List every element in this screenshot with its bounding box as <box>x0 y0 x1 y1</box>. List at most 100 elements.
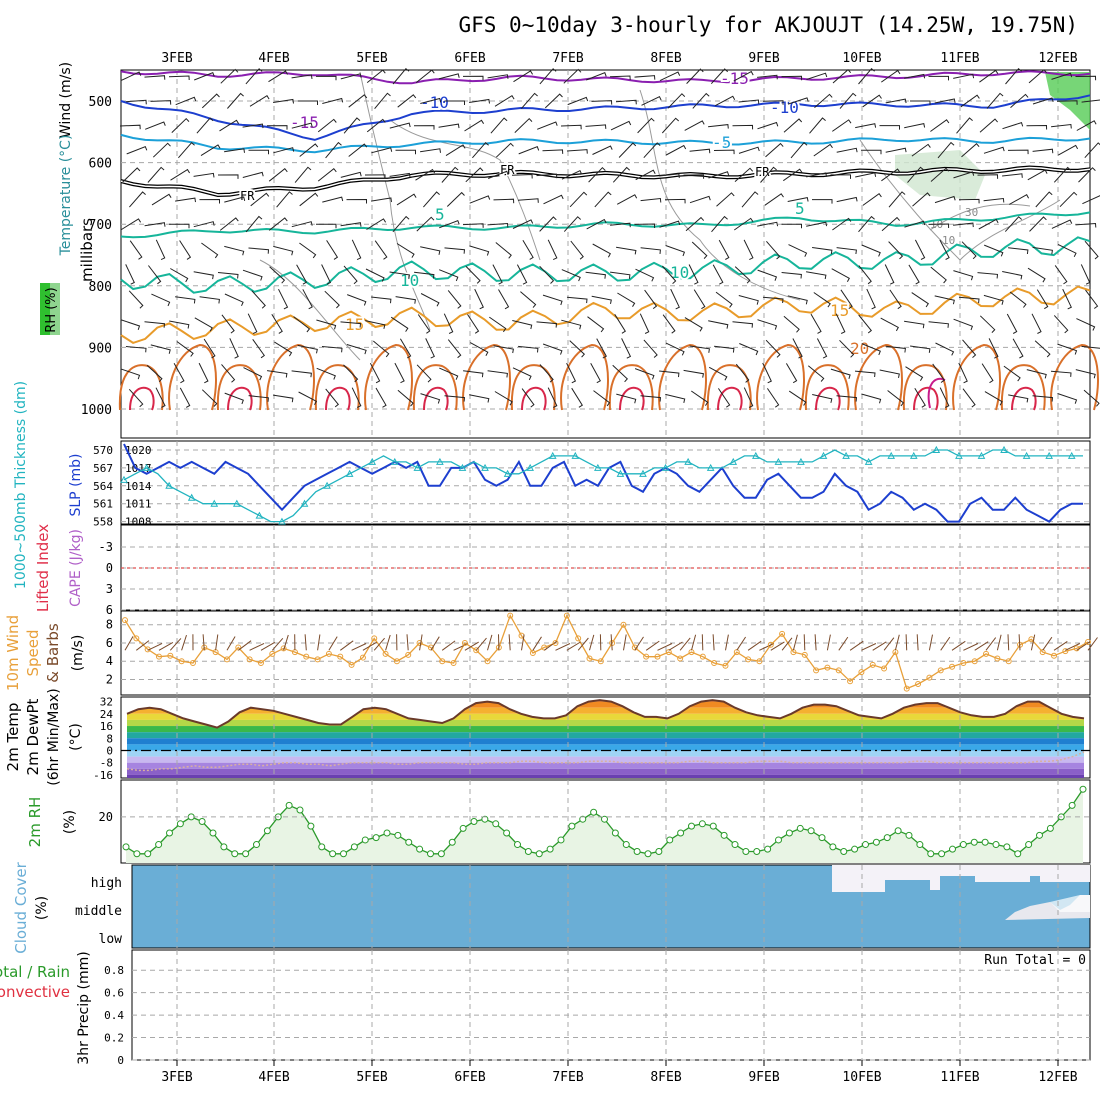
rh-contour <box>859 139 1061 261</box>
wind-barb <box>125 346 147 353</box>
thickness-tick: 558 <box>93 516 113 529</box>
wind-barb <box>689 148 711 154</box>
wind-barb <box>932 363 946 383</box>
rh-contour <box>389 119 541 261</box>
pressure-tick: 500 <box>89 95 112 110</box>
thickness-marker <box>548 451 557 459</box>
wind-barb <box>273 147 295 154</box>
wind-barb <box>366 69 386 83</box>
date-label-bottom: 12FEB <box>1038 1070 1077 1085</box>
wind-barb <box>560 124 582 130</box>
wind-barb <box>539 68 557 85</box>
wind10-barb <box>441 640 456 651</box>
wind-barb <box>247 313 258 334</box>
wind-barb <box>591 295 612 305</box>
wind-barb <box>738 99 760 105</box>
warm-contour <box>756 343 805 411</box>
slp-axis-label: SLP (mb) <box>68 453 84 516</box>
wind-barb <box>120 368 141 380</box>
dewpoint-line <box>126 751 1085 772</box>
wind-barb <box>981 363 994 384</box>
wind-barb <box>340 222 362 227</box>
wind-barb <box>1002 271 1023 280</box>
wind10-barb <box>747 640 762 651</box>
wind-barb <box>692 92 710 109</box>
wind-barb <box>1057 243 1077 258</box>
thickness-marker <box>1045 451 1053 459</box>
date-label-top: 7FEB <box>552 51 583 66</box>
wind-barb <box>248 247 270 254</box>
warm-contour <box>510 364 556 411</box>
cloud-clear <box>1050 895 1090 912</box>
wind10-barb <box>963 643 979 651</box>
wind10-barb <box>577 637 589 651</box>
wind-barb <box>444 247 466 254</box>
wind10-barb <box>181 634 187 651</box>
wind-barb <box>490 117 508 134</box>
thickness-marker <box>323 481 331 489</box>
lifted-index-tick: 0 <box>106 561 113 575</box>
wind-barb <box>343 117 361 134</box>
hot-contour <box>129 386 155 411</box>
rh-marker <box>590 808 598 816</box>
thickness-axis-label: 1000~500mb Thickness (dm) <box>13 381 29 589</box>
wind-barb <box>278 288 289 310</box>
wind-barb <box>592 145 613 155</box>
wind10-barb <box>304 634 307 651</box>
wind-barb <box>144 75 166 80</box>
wind10-marker <box>178 658 185 665</box>
wind-barb <box>1028 69 1047 84</box>
rh-unit-label: (%) <box>62 810 78 834</box>
warm-contour <box>608 364 654 411</box>
pressure-tick: 700 <box>89 218 112 233</box>
date-label-top: 5FEB <box>356 51 387 66</box>
temp-unit-label: (°C) <box>68 723 84 751</box>
wind-barb <box>374 92 391 110</box>
wind-barb <box>708 124 729 129</box>
rh-marker <box>307 822 315 830</box>
wind10-barb <box>317 634 321 651</box>
wind-barb <box>126 145 148 155</box>
thickness-marker <box>729 457 738 465</box>
wind-barb <box>155 239 166 261</box>
wind-barb <box>812 247 833 255</box>
wind-barb <box>683 369 704 378</box>
wind-barb <box>617 292 636 307</box>
wind-barb <box>734 266 751 284</box>
hot-contour <box>717 386 743 411</box>
wind-barb <box>662 314 676 334</box>
wind10-barb <box>623 634 627 651</box>
wind-barb <box>708 366 728 381</box>
rh-marker <box>1068 801 1076 809</box>
wind-barb <box>734 167 754 182</box>
wind-barb <box>693 289 706 310</box>
wind10-marker <box>1051 652 1058 659</box>
wind-barb <box>462 223 484 228</box>
thickness-tick: 570 <box>93 444 113 457</box>
wind-barb <box>325 141 342 159</box>
precip-axis-label: 3hr Precip (mm) <box>76 951 92 1064</box>
wind-barb <box>934 98 956 104</box>
wind-barb <box>542 294 563 306</box>
wind10-marker <box>971 658 978 665</box>
wind-barb <box>714 95 736 107</box>
isotherm-label: 15 <box>345 315 364 334</box>
wind10-barb <box>543 640 558 651</box>
rh-marker <box>731 841 739 849</box>
wind-barb <box>193 221 215 228</box>
wind-barb <box>321 264 332 285</box>
thickness-marker <box>684 457 692 465</box>
wind-barb <box>766 240 781 260</box>
wind-barb <box>171 117 190 133</box>
wind-barb <box>397 94 417 108</box>
wind-barb <box>977 174 999 179</box>
thickness-marker <box>481 463 489 471</box>
wind-barb <box>596 338 607 359</box>
wind-barb <box>760 166 777 183</box>
warm-contour <box>854 343 903 411</box>
wind-barb <box>536 173 558 179</box>
wind-barb <box>268 217 288 231</box>
wind10-barb <box>701 634 704 651</box>
wind-barb <box>858 265 872 285</box>
wind10-marker <box>869 661 876 668</box>
